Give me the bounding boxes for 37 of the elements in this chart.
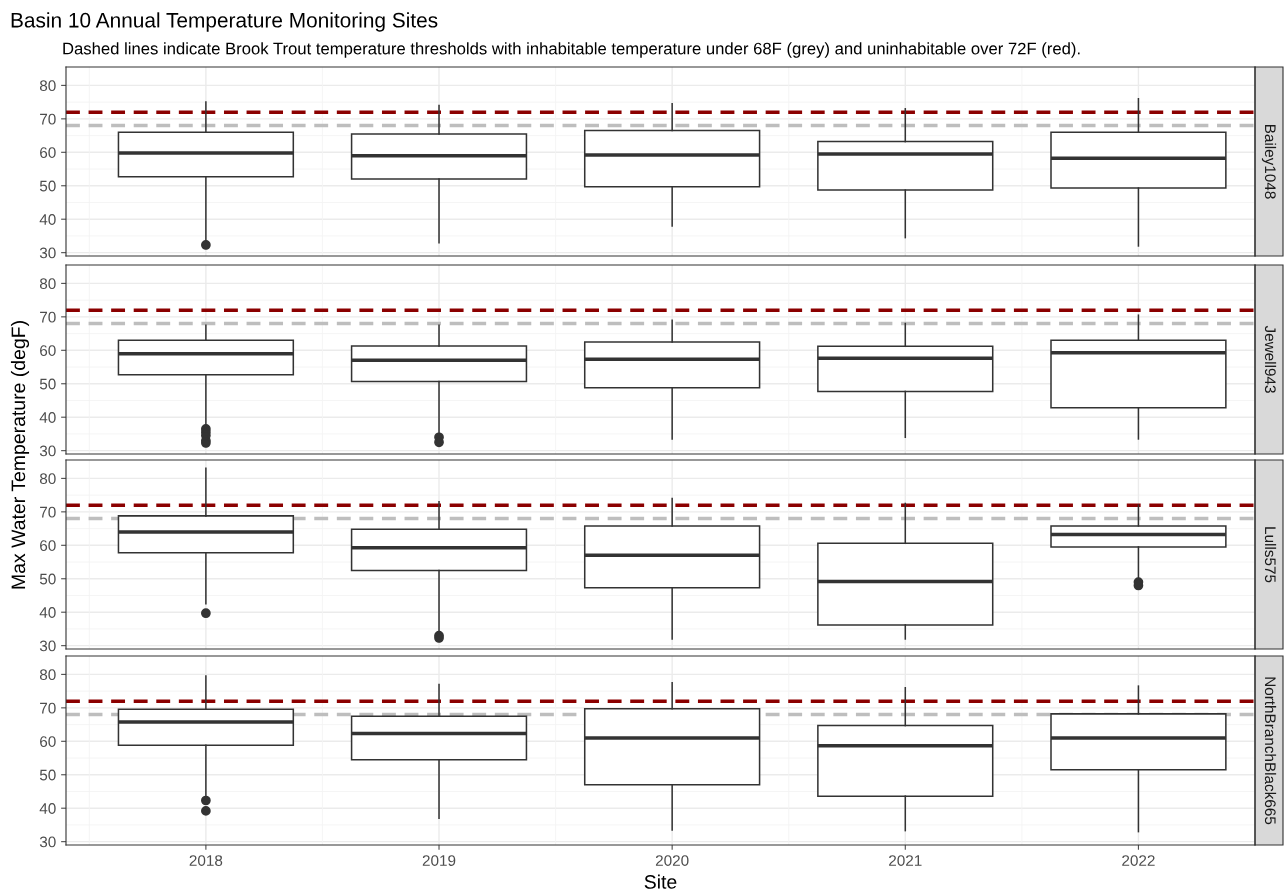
y-tick-label: 70 xyxy=(40,113,56,125)
y-tick-label: 30 xyxy=(39,247,56,259)
y-tick-label: 80 xyxy=(39,80,56,92)
chart-title: Basin 10 Annual Temperature Monitoring Sites xyxy=(11,12,438,32)
x-tick-label: 2019 xyxy=(422,855,456,866)
x-tick-label: 2018 xyxy=(189,855,223,866)
text: Bailey1048 xyxy=(1261,124,1277,199)
y-tick-label: 80 xyxy=(39,473,56,485)
x-tick-label: 2020 xyxy=(655,855,689,866)
y-tick-label: 50 xyxy=(39,180,56,192)
y-tick-label: 40 xyxy=(39,803,56,814)
y-tick-label: 30 xyxy=(39,445,56,457)
y-tick-label: 70 xyxy=(40,311,56,323)
y-tick-label: 60 xyxy=(40,147,56,158)
y-tick-label: 60 xyxy=(40,345,56,356)
text: NorthBranchBlack665 xyxy=(1264,677,1277,825)
y-tick-label: 80 xyxy=(39,669,56,681)
y-tick-label: 40 xyxy=(39,412,56,423)
y-tick-label: 50 xyxy=(39,573,56,585)
y-tick-label: 80 xyxy=(39,278,56,290)
y-tick-label: 60 xyxy=(40,540,56,551)
y-tick-label: 30 xyxy=(39,640,56,652)
text: Lulls575 xyxy=(1264,527,1277,583)
y-tick-label: 50 xyxy=(39,378,56,390)
text: Jewell943 xyxy=(1264,325,1277,393)
y-tick-label: 70 xyxy=(40,702,56,714)
x-axis-title: Site xyxy=(644,874,677,889)
y-tick-label: 40 xyxy=(39,214,56,225)
x-tick-label: 2021 xyxy=(889,855,922,866)
y-tick-label: 40 xyxy=(39,607,56,618)
chart-subtitle: Dashed lines indicate Brook Trout temperature thresholds with inhabitable temperature under 68F (grey) and uninhabitable over 72F (red). xyxy=(63,42,1080,58)
y-axis-title: Max Water Temperature (degF) xyxy=(10,321,30,589)
y-tick-label: 30 xyxy=(39,836,56,848)
y-tick-label: 60 xyxy=(40,736,56,747)
y-tick-label: 50 xyxy=(39,769,56,781)
y-tick-label: 70 xyxy=(40,506,56,518)
x-tick-label: 2022 xyxy=(1122,855,1155,866)
